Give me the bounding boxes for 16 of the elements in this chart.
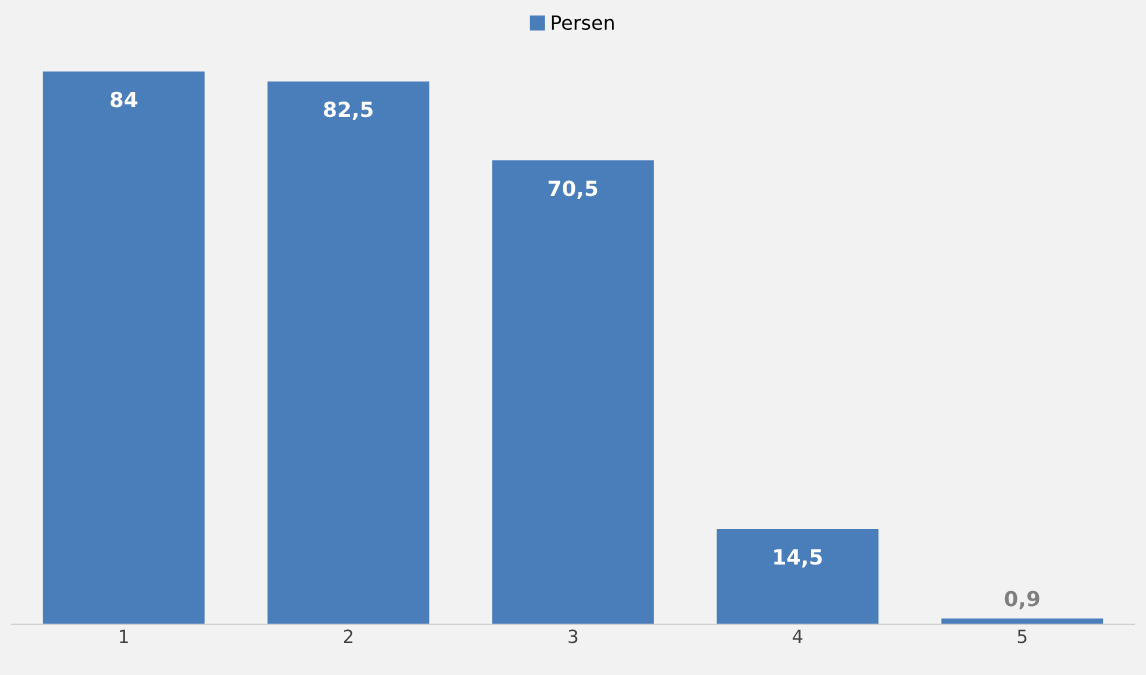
- legend-label: Persen: [551, 15, 614, 30]
- data-label: 70,5: [548, 180, 598, 199]
- x-tick-label: 4: [792, 629, 803, 643]
- data-label: 82,5: [323, 101, 373, 120]
- bar: [716, 528, 879, 625]
- x-tick-label: 5: [1017, 629, 1027, 644]
- x-tick-label: 3: [568, 629, 578, 644]
- bar: [42, 71, 205, 625]
- data-label: 14,5: [774, 549, 822, 568]
- x-tick-label: 2: [343, 629, 353, 643]
- data-label: 84: [110, 91, 138, 108]
- x-tick-label: 1: [120, 629, 128, 643]
- bar: [492, 160, 654, 625]
- bar: [941, 618, 1104, 625]
- data-label: 0,9: [1004, 590, 1040, 610]
- bar: [267, 81, 430, 625]
